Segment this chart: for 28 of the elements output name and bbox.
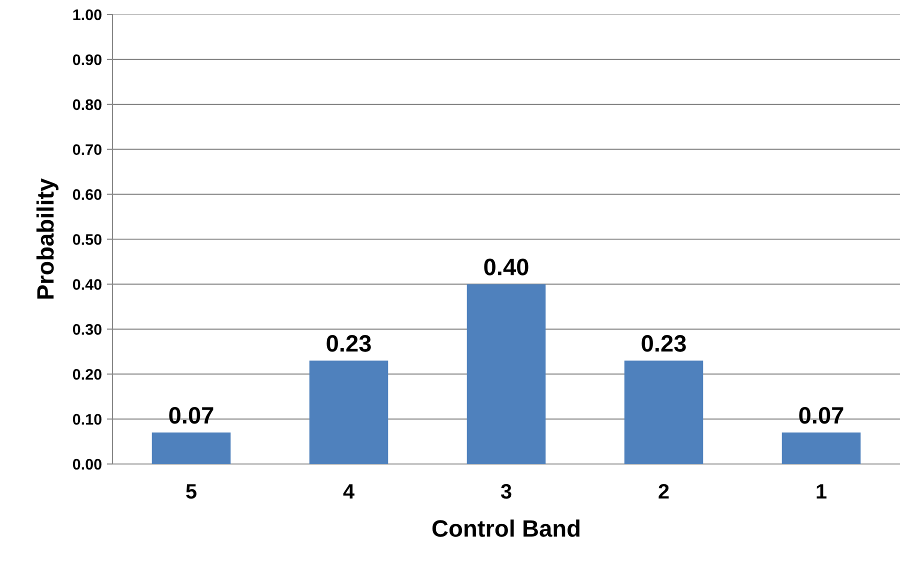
y-tick-label: 0.20 xyxy=(72,368,102,380)
bar xyxy=(466,284,546,464)
x-tick-label: 4 xyxy=(343,484,354,499)
data-label: 0.23 xyxy=(642,335,686,352)
x-tick-label: 5 xyxy=(186,484,196,499)
bar xyxy=(782,432,861,464)
x-tick-label: 1 xyxy=(816,484,826,499)
x-tick-label: 3 xyxy=(500,484,512,499)
data-label: 0.07 xyxy=(169,406,214,424)
y-tick-label: 0.30 xyxy=(72,324,102,335)
y-tick-label: 1.00 xyxy=(73,9,102,20)
y-tick-label: 0.90 xyxy=(72,54,102,66)
x-axis-title: Control Band xyxy=(432,520,580,537)
bar xyxy=(624,360,704,464)
y-tick-label: 0.40 xyxy=(72,279,102,290)
data-label: 0.23 xyxy=(326,335,371,352)
y-tick-label: 0.10 xyxy=(72,414,102,425)
y-tick-label: 0.80 xyxy=(72,99,102,110)
bar xyxy=(309,360,388,464)
bar xyxy=(152,432,231,464)
y-tick-label: 0.00 xyxy=(72,458,102,470)
x-tick-label: 2 xyxy=(658,484,669,499)
y-axis-title: Probability xyxy=(36,178,58,299)
y-tick-label: 0.50 xyxy=(72,234,102,245)
data-label: 0.07 xyxy=(799,406,844,424)
y-tick-label: 0.60 xyxy=(72,189,102,200)
data-label: 0.40 xyxy=(484,258,528,276)
y-tick-label: 0.70 xyxy=(72,144,102,156)
